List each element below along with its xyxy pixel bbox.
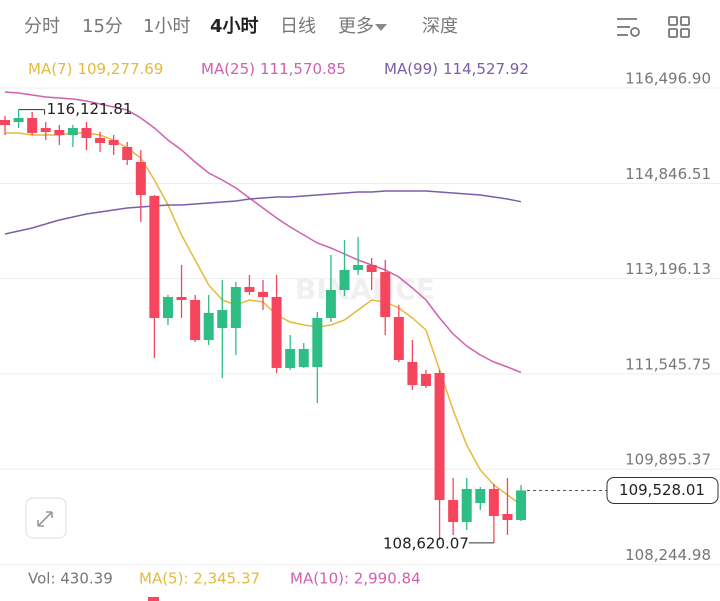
candle-body (230, 287, 241, 329)
expand-button[interactable] (25, 497, 67, 539)
dropdown-arrow[interactable] (375, 24, 387, 31)
ma-legend-name: MA(99) (384, 60, 438, 78)
candle-body (244, 287, 255, 292)
candle-body (40, 128, 51, 133)
candle-body (190, 299, 201, 341)
candle-body (353, 265, 364, 271)
candle-body (271, 296, 282, 368)
candle-body (122, 147, 133, 161)
volume-legend: Vol: 430.39 (28, 570, 113, 588)
candle-body (488, 489, 499, 516)
tab[interactable]: 分时 (24, 16, 60, 37)
tab-bar: 分时 15分 1小时 4小时 日线 更多 深度 (24, 16, 458, 37)
y-tick-label: 114,846.51 (625, 165, 711, 183)
tab[interactable]: 更多 (338, 16, 374, 37)
ma-legend: MA(99) 114,527.92 (384, 60, 529, 78)
last-price-box (606, 476, 719, 504)
tab[interactable]: 15分 (82, 16, 123, 37)
y-tick-label: 116,496.90 (625, 70, 711, 88)
candle-body (298, 348, 309, 367)
tab[interactable]: 日线 (280, 16, 316, 37)
y-tick-label: 111,545.75 (625, 355, 711, 373)
candle-body (162, 296, 173, 319)
candle-body (13, 117, 24, 123)
candle-body (27, 117, 38, 133)
candle-body (81, 128, 92, 139)
volume-legend: MA(5): 2,345.37 (139, 570, 260, 588)
candle-body (339, 270, 350, 291)
ma-legend-value: 114,527.92 (443, 60, 529, 78)
candle-body (393, 316, 404, 360)
ma-line (4, 190, 522, 235)
candle-body (95, 138, 106, 143)
candle-body (407, 362, 418, 386)
candle-body (54, 129, 65, 136)
tab[interactable]: 1小时 (143, 16, 190, 37)
candle-body (258, 291, 269, 297)
candle-body (475, 489, 486, 503)
candle-body (0, 119, 10, 126)
ma-legend-name: MA(25) (201, 60, 255, 78)
candle-body (502, 514, 513, 521)
ma-legend-value: 109,277.69 (77, 60, 163, 78)
candle-body (312, 318, 323, 367)
ma-legend-name: MA(7) (28, 60, 72, 78)
candle-body (366, 265, 377, 272)
y-tick-label: 113,196.13 (625, 260, 711, 278)
candle-body (135, 161, 146, 196)
candle-body (461, 489, 472, 522)
ma-line (4, 91, 522, 374)
ma-legend: MA(25) 111,570.85 (201, 60, 346, 78)
candle-body (325, 290, 336, 319)
candle-body (203, 312, 214, 341)
y-tick-label: 109,895.37 (625, 451, 711, 469)
tab[interactable]: 4小时 (210, 16, 259, 37)
y-tick-label: 108,244.98 (625, 546, 711, 564)
high-label: 116,121.81 (47, 100, 133, 118)
candle-body (149, 195, 160, 319)
candle-body (108, 139, 119, 145)
candle-body (67, 128, 78, 136)
tab[interactable]: 深度 (422, 16, 458, 37)
candle-body (380, 271, 391, 317)
candle-body (420, 373, 431, 386)
candle-body (516, 490, 527, 521)
settings-icon[interactable] (617, 18, 640, 37)
ma-legend: MA(7) 109,277.69 (28, 60, 163, 78)
last-price-label: 109,528.01 (619, 481, 705, 499)
candle-body (434, 372, 445, 500)
volume-legend: MA(10): 2,990.84 (290, 570, 421, 588)
candle-body (176, 296, 187, 300)
candle-body (285, 348, 296, 368)
layout-icon[interactable] (668, 16, 690, 38)
low-label: 108,620.07 (383, 534, 469, 552)
candle-body (448, 499, 459, 522)
ma-legend-value: 111,570.85 (260, 60, 346, 78)
candle-body (217, 309, 228, 329)
volume-bar (148, 597, 159, 601)
